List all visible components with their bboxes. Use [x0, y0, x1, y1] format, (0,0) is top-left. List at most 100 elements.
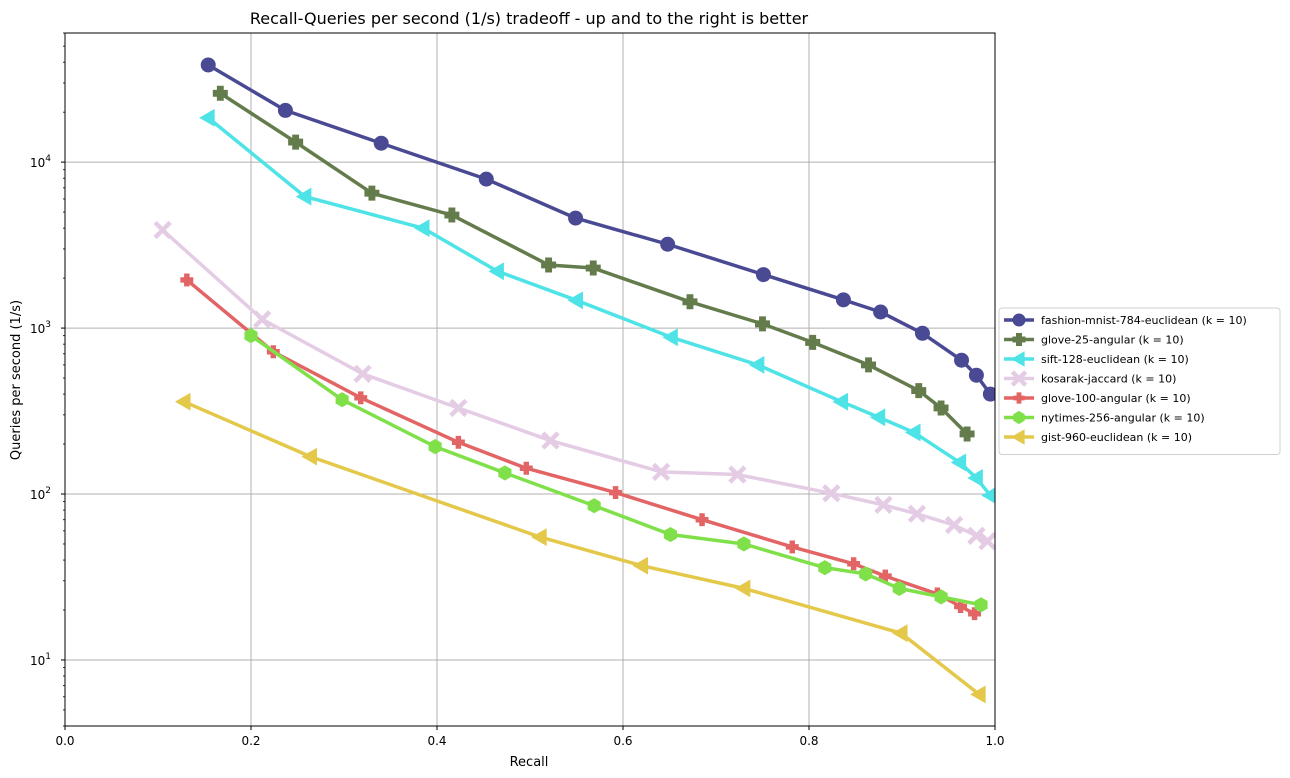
data-point [755, 267, 771, 283]
data-point [567, 291, 583, 310]
grid [64, 33, 996, 726]
data-point [728, 465, 747, 484]
series-3 [153, 220, 995, 551]
series-2 [199, 108, 995, 504]
data-point [1010, 370, 1028, 387]
data-point [288, 134, 304, 150]
legend-label: glove-100-angular (k = 10) [1041, 392, 1191, 405]
data-point [818, 560, 832, 576]
data-point [632, 556, 649, 575]
legend-item: kosarak-jaccard (k = 10) [1004, 370, 1176, 387]
series-line [207, 116, 992, 497]
plot-frame [64, 32, 996, 727]
data-point [1011, 429, 1025, 445]
data-point [449, 398, 468, 418]
series-line [183, 400, 981, 696]
legend: fashion-mnist-784-euclidean (k = 10) glov… [998, 307, 1281, 455]
data-point [662, 328, 678, 347]
data-point [905, 423, 921, 442]
legend-item: glove-100-angular (k = 10) [1004, 392, 1191, 405]
data-point [373, 135, 389, 151]
legend-item: sift-128-euclidean (k = 10) [1004, 351, 1189, 367]
data-point [1011, 351, 1025, 367]
data-point [444, 207, 460, 223]
data-point [737, 536, 751, 552]
data-point [519, 461, 533, 475]
legend-label: kosarak-jaccard (k = 10) [1041, 373, 1176, 386]
y-tick-label: 101 [30, 652, 51, 668]
legend-label: nytimes-256-angular (k = 10) [1041, 412, 1205, 425]
data-point [498, 465, 512, 481]
data-point-stroke [944, 515, 964, 535]
data-point-stroke [822, 484, 841, 503]
data-point-stroke [651, 462, 671, 481]
data-point [968, 607, 981, 621]
series-line [249, 334, 982, 607]
data-point [982, 386, 995, 402]
data-point [954, 352, 970, 368]
series-6 [174, 392, 986, 704]
data-point [428, 439, 442, 455]
data-point-stroke [978, 532, 995, 551]
series-0 [200, 57, 995, 402]
data-point [277, 102, 293, 118]
data-point [892, 624, 908, 643]
data-point [295, 187, 312, 206]
data-point [541, 431, 560, 450]
data-point [874, 495, 893, 515]
y-tick-label: 103 [30, 320, 51, 336]
data-point-stroke [153, 220, 172, 240]
data-point-stroke [541, 431, 560, 450]
data-point [805, 334, 821, 350]
x-tick-label: 0.8 [799, 734, 818, 748]
data-point-stroke [907, 504, 927, 523]
data-point [488, 262, 504, 281]
data-point [585, 260, 601, 276]
data-point [892, 580, 906, 596]
x-axis: 0.0 0.2 0.4 0.6 0.8 1.0 [55, 726, 1005, 748]
data-point [413, 219, 430, 238]
data-point-stroke [728, 465, 747, 484]
data-point [978, 532, 995, 551]
legend-label: sift-128-euclidean (k = 10) [1041, 353, 1189, 366]
data-point [200, 57, 216, 73]
data-point [933, 400, 949, 416]
data-point [847, 557, 861, 571]
legend-box [998, 307, 1281, 455]
data-point [478, 171, 494, 187]
data-point-stroke [253, 310, 272, 329]
chart-title: Recall-Queries per second (1/s) tradeoff… [250, 9, 809, 28]
data-point [212, 85, 228, 101]
data-point [301, 447, 317, 466]
data-point [755, 316, 770, 332]
data-point [1012, 313, 1026, 327]
data-point [911, 383, 927, 399]
data-point [835, 292, 851, 308]
data-point [354, 391, 368, 405]
data-point [734, 579, 751, 598]
data-point [1012, 333, 1026, 346]
data-point [174, 392, 191, 411]
series-line [207, 63, 992, 396]
y-tick-label: 102 [30, 486, 51, 502]
data-point [832, 392, 848, 411]
data-point [663, 526, 677, 543]
data-point [660, 236, 676, 252]
data-point [785, 540, 799, 554]
data-point [907, 504, 927, 523]
data-point [609, 486, 623, 500]
data-point [869, 408, 886, 427]
series-1 [212, 85, 975, 442]
data-point [253, 310, 272, 329]
data-point-stroke [353, 364, 372, 383]
series-4 [180, 273, 981, 621]
data-point [568, 210, 584, 226]
legend-label: glove-25-angular (k = 10) [1041, 334, 1184, 347]
data-point [968, 367, 984, 383]
data-point [950, 453, 967, 472]
data-point [914, 325, 930, 341]
x-tick-label: 0.6 [613, 734, 632, 748]
legend-item: fashion-mnist-784-euclidean (k = 10) [1004, 313, 1247, 327]
series-5 [244, 328, 988, 613]
